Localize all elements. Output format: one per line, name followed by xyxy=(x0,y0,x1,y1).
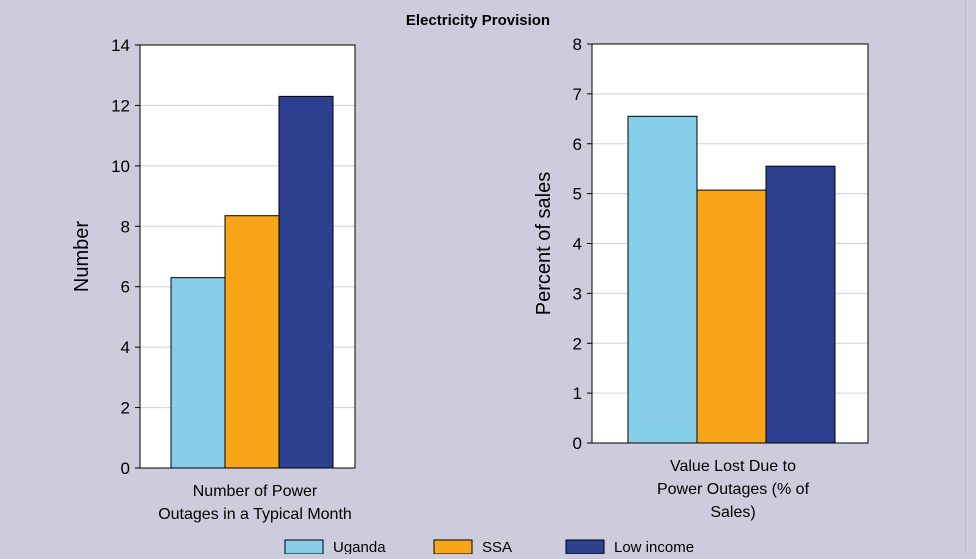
bar-ssa xyxy=(224,215,280,469)
y-tick-label: 1 xyxy=(573,384,582,403)
chart-outages-count: 0 2 4 6 8 10 12 14 Number Number of Power Outages … xyxy=(71,36,356,523)
legend-label: Low income xyxy=(614,539,694,554)
bar-low-income xyxy=(765,165,836,444)
y-tick-label: 3 xyxy=(573,284,582,303)
bar-low-income xyxy=(278,95,334,469)
y-tick-label: 0 xyxy=(121,459,130,478)
y-tick-label: 6 xyxy=(121,278,130,297)
category-label: Outages in a Typical Month xyxy=(158,506,352,523)
y-tick-label: 5 xyxy=(573,185,582,204)
legend-label: Uganda xyxy=(333,539,386,554)
y-tick-label: 2 xyxy=(121,399,130,418)
category-label: Sales) xyxy=(710,504,755,521)
y-tick-label: 2 xyxy=(573,334,582,353)
y-tick-label: 4 xyxy=(121,338,130,357)
y-tick-label: 14 xyxy=(111,36,130,55)
category-label: Value Lost Due to xyxy=(670,458,796,475)
chart-value-lost: 0 1 2 3 4 5 6 7 8 Percent of sales Value Lost Due … xyxy=(533,35,869,521)
y-tick-label: 0 xyxy=(573,434,582,453)
y-tick-label: 6 xyxy=(573,135,582,154)
legend-swatch xyxy=(284,539,324,555)
legend-label: SSA xyxy=(482,539,512,554)
legend-swatch xyxy=(433,539,473,555)
y-tick-label: 4 xyxy=(573,235,582,254)
y-tick-label: 7 xyxy=(573,85,582,104)
y-tick-label: 12 xyxy=(111,96,130,115)
y-axis-label: Percent of sales xyxy=(533,172,555,315)
chart-title: Electricity Provision xyxy=(406,12,550,29)
category-label: Number of Power xyxy=(193,483,318,500)
legend: Uganda SSA Low income xyxy=(284,539,694,556)
bar-uganda xyxy=(170,277,226,469)
y-tick-label: 8 xyxy=(121,217,130,236)
plot-border xyxy=(139,44,356,469)
y-tick-label: 10 xyxy=(111,157,130,176)
bar-uganda xyxy=(627,115,698,444)
y-tick-label: 8 xyxy=(573,35,582,54)
legend-swatch xyxy=(565,539,605,555)
bar-ssa xyxy=(696,189,767,444)
category-label: Power Outages (% of xyxy=(657,481,810,498)
plot-border xyxy=(591,43,869,444)
y-axis-label: Number xyxy=(71,221,93,292)
